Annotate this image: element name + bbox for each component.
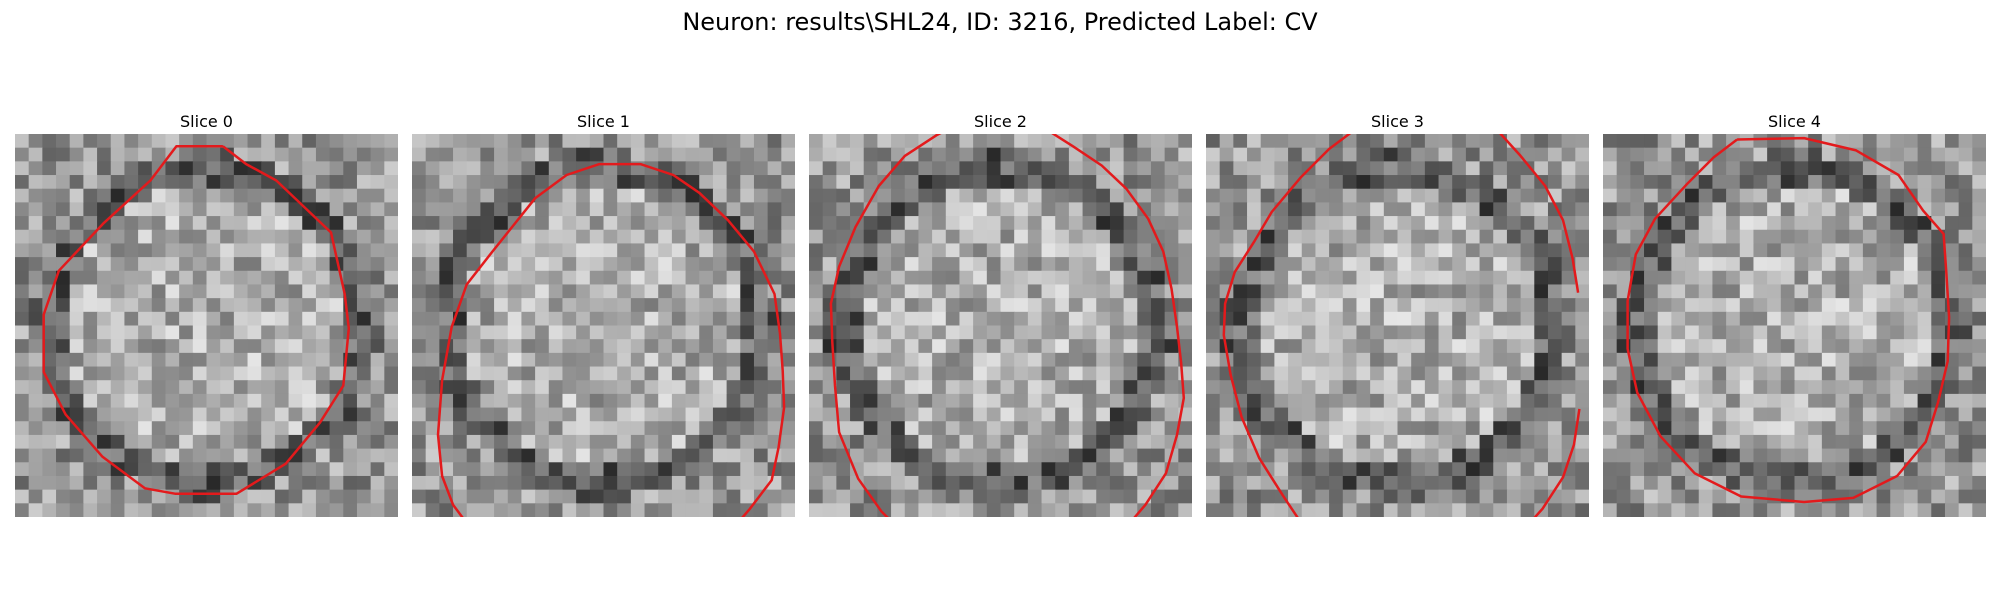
- slice-image: [1603, 134, 1986, 517]
- slice-title: Slice 1: [577, 112, 630, 131]
- contour-line: [1499, 134, 1580, 293]
- pixel-grid: [1206, 134, 1589, 517]
- contour-line: [1626, 136, 1951, 504]
- pixel-grid: [15, 134, 398, 517]
- contour-line: [1222, 134, 1352, 517]
- slice-panel-1: Slice 1: [412, 110, 795, 517]
- slice-image: [412, 134, 795, 517]
- contour-line: [436, 162, 786, 517]
- slice-panel-3: Slice 3: [1206, 110, 1589, 517]
- slice-panel-4: Slice 4: [1603, 110, 1986, 517]
- slice-image: [1206, 134, 1589, 517]
- pixel-grid: [1603, 134, 1986, 517]
- slice-panel-2: Slice 2: [809, 110, 1192, 517]
- slice-title: Slice 0: [180, 112, 233, 131]
- slice-image: [809, 134, 1192, 517]
- slice-title: Slice 3: [1371, 112, 1424, 131]
- pixel-grid: [809, 134, 1192, 517]
- pixel-grid: [412, 134, 795, 517]
- contour-line: [1051, 134, 1186, 517]
- slice-title: Slice 2: [974, 112, 1027, 131]
- contour-line: [1533, 408, 1581, 517]
- slice-image: [15, 134, 398, 517]
- contour-line: [42, 145, 351, 495]
- contour-line: [829, 134, 942, 517]
- figure-title: Neuron: results\SHL24, ID: 3216, Predict…: [682, 8, 1318, 36]
- slice-title: Slice 4: [1768, 112, 1821, 131]
- slice-panel-0: Slice 0: [15, 110, 398, 517]
